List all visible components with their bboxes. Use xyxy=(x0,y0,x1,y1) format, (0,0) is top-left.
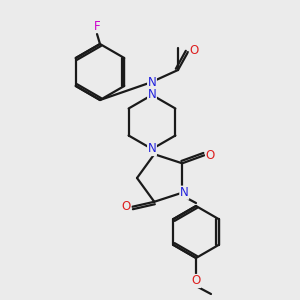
Text: N: N xyxy=(148,142,156,155)
Text: N: N xyxy=(180,186,189,199)
Text: N: N xyxy=(148,76,156,88)
Text: F: F xyxy=(94,20,100,32)
Text: O: O xyxy=(189,44,199,56)
Text: O: O xyxy=(206,149,215,162)
Text: O: O xyxy=(191,274,201,287)
Text: N: N xyxy=(148,88,156,101)
Text: O: O xyxy=(122,200,131,213)
